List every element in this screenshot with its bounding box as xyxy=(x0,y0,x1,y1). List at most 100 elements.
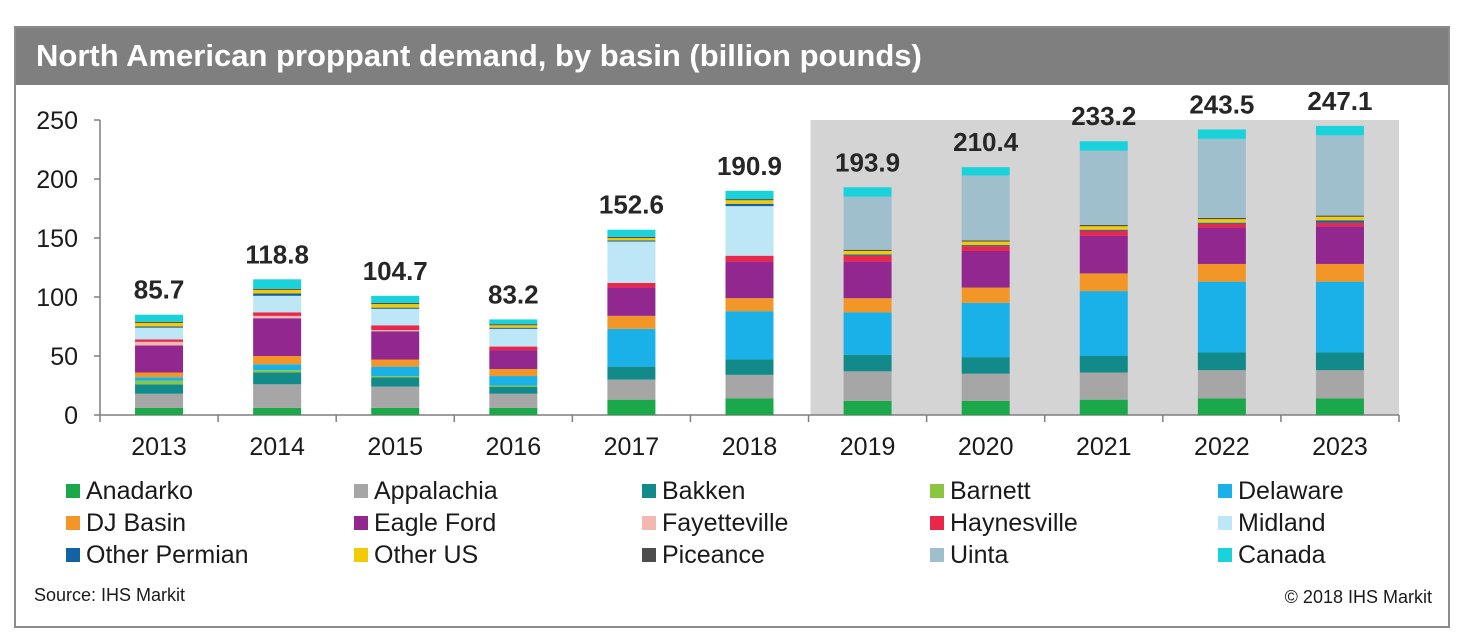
bar-segment-other-us xyxy=(135,322,184,327)
bar-segment-delaware xyxy=(961,302,1010,358)
bar-segment-haynesville xyxy=(607,282,656,288)
x-tick-label: 2017 xyxy=(604,433,660,461)
bar-segment-appalachia xyxy=(843,371,892,401)
bar-segment-other-us xyxy=(607,238,656,241)
bar-segment-canada xyxy=(1197,129,1246,139)
legend-swatch xyxy=(354,548,368,562)
bar-segment-other-permian xyxy=(607,240,656,242)
total-label: 233.2 xyxy=(1071,101,1136,131)
total-label: 118.8 xyxy=(245,239,309,269)
bar-segment-dj-basin xyxy=(253,356,302,365)
legend-item: Fayetteville xyxy=(642,508,788,538)
bar-segment-other-us xyxy=(253,289,302,294)
bar-segment-eagle-ford xyxy=(489,350,538,369)
legend-item: Other US xyxy=(354,540,478,570)
x-tick-label: 2015 xyxy=(367,433,423,461)
bar-segment-anadarko xyxy=(961,400,1010,415)
bar-segment-dj-basin xyxy=(489,368,538,377)
bar-segment-eagle-ford xyxy=(1079,235,1128,274)
bar-segment-appalachia xyxy=(607,379,656,400)
bar-segment-other-permian xyxy=(371,307,420,309)
bar-segment-dj-basin xyxy=(961,287,1010,303)
bar-segment-eagle-ford xyxy=(961,250,1010,288)
legend-item: Barnett xyxy=(930,476,1031,506)
bar-segment-haynesville xyxy=(1197,223,1246,228)
y-tick-label: 0 xyxy=(64,402,78,430)
total-label: 104.7 xyxy=(363,256,428,286)
bar-segment-appalachia xyxy=(725,374,774,399)
bar-segment-eagle-ford xyxy=(1315,226,1364,264)
bar-segment-bakken xyxy=(135,384,184,394)
bar-segment-other-permian xyxy=(1197,222,1246,224)
bar-segment-other-us xyxy=(961,241,1010,246)
legend-label: Bakken xyxy=(662,476,746,505)
bar-segment-canada xyxy=(135,314,184,322)
bar-segment-piceance xyxy=(607,236,656,238)
bar-segment-dj-basin xyxy=(1315,263,1364,282)
bar-segment-delaware xyxy=(607,328,656,367)
legend-item: Appalachia xyxy=(354,476,498,506)
bar-segment-anadarko xyxy=(843,400,892,415)
y-tick-label: 200 xyxy=(36,166,78,194)
legend-label: Fayetteville xyxy=(662,508,789,537)
legend-item: Uinta xyxy=(930,540,1008,570)
bar-segment-delaware xyxy=(1197,281,1246,353)
legend-item: Canada xyxy=(1218,540,1326,570)
bar-segment-dj-basin xyxy=(1079,273,1128,292)
bar-segment-canada xyxy=(253,279,302,289)
bar-segment-piceance xyxy=(253,288,302,290)
total-label: 190.9 xyxy=(717,151,782,181)
bar-segment-bakken xyxy=(1079,356,1128,373)
legend-label: DJ Basin xyxy=(86,508,187,537)
legend-label: Eagle Ford xyxy=(374,508,497,537)
legend-swatch xyxy=(642,548,656,562)
bar-segment-bakken xyxy=(1315,352,1364,371)
bar-segment-midland xyxy=(135,327,184,340)
source-note: Source: IHS Markit xyxy=(34,585,186,605)
bar-segment-uinta xyxy=(1079,150,1128,226)
bar-segment-eagle-ford xyxy=(371,331,420,360)
legend-item: DJ Basin xyxy=(66,508,186,538)
bar-segment-piceance xyxy=(135,321,184,323)
x-tick-label: 2023 xyxy=(1312,433,1368,461)
bar-segment-haynesville xyxy=(253,312,302,316)
chart-title: North American proppant demand, by basin… xyxy=(36,38,922,73)
bar-segment-piceance xyxy=(489,324,538,326)
bar-segment-other-permian xyxy=(725,203,774,207)
bar-segment-midland xyxy=(253,295,302,313)
bar-segment-eagle-ford xyxy=(135,345,184,373)
legend-swatch xyxy=(642,516,656,530)
bar-segment-midland xyxy=(371,308,420,326)
bar-segment-anadarko xyxy=(1079,399,1128,415)
bar-segment-uinta xyxy=(961,175,1010,241)
bar-segment-dj-basin xyxy=(371,359,420,367)
bar-segment-barnett xyxy=(489,385,538,387)
bar-segment-fayetteville xyxy=(253,315,302,319)
bar-segment-other-permian xyxy=(1315,220,1364,223)
bar-segment-anadarko xyxy=(607,399,656,415)
x-tick-label: 2016 xyxy=(486,433,542,461)
bar-segment-anadarko xyxy=(135,407,184,415)
bar-segment-dj-basin xyxy=(607,315,656,329)
bar-segment-bakken xyxy=(489,386,538,394)
bar-segment-anadarko xyxy=(1197,398,1246,415)
bar-segment-delaware xyxy=(371,366,420,377)
bar-segment-other-permian xyxy=(489,327,538,329)
bar-segment-piceance xyxy=(1315,215,1364,217)
copyright-note: © 2018 IHS Markit xyxy=(1284,587,1432,607)
bar-segment-appalachia xyxy=(1197,370,1246,399)
bar-segment-uinta xyxy=(1315,135,1364,216)
bar-segment-appalachia xyxy=(135,393,184,408)
bar-segment-eagle-ford xyxy=(725,261,774,299)
bar-segment-bakken xyxy=(725,359,774,375)
bar-segment-uinta xyxy=(843,196,892,250)
bar-segment-other-us xyxy=(1197,219,1246,223)
bar-segment-haynesville xyxy=(725,255,774,262)
bar-segment-eagle-ford xyxy=(607,287,656,316)
legend-swatch xyxy=(642,484,656,498)
total-label: 83.2 xyxy=(488,279,539,309)
title-bar: North American proppant demand, by basin… xyxy=(16,28,1448,85)
bar-segment-anadarko xyxy=(253,407,302,415)
bar-segment-other-us xyxy=(489,325,538,328)
